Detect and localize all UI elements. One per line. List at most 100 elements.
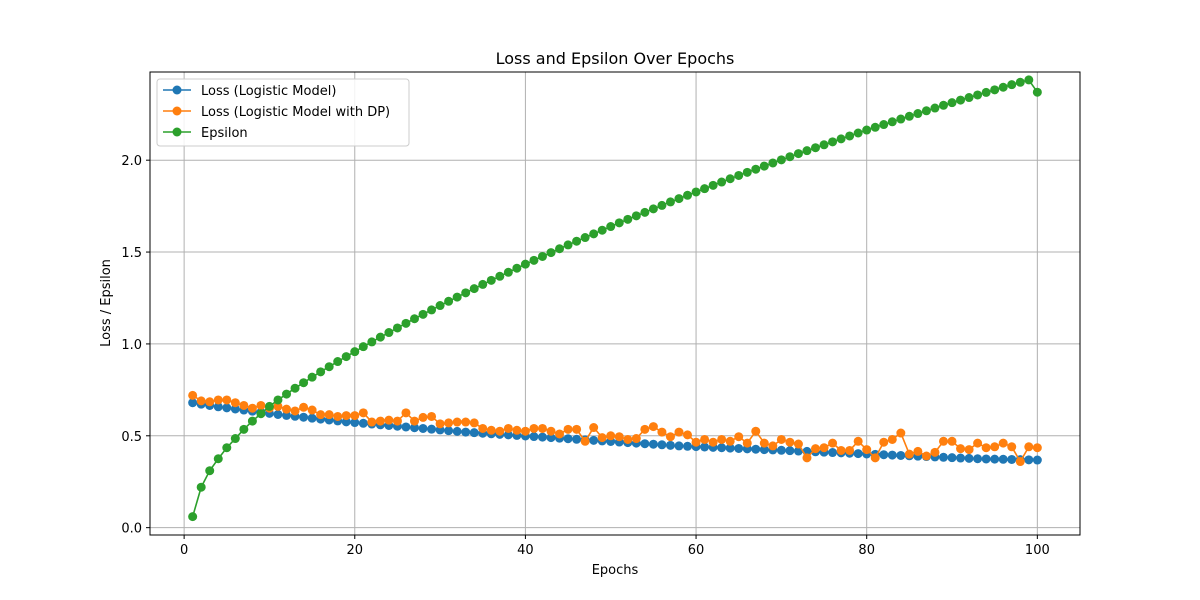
data-point: [307, 413, 317, 423]
data-point: [981, 454, 991, 464]
data-point: [631, 211, 641, 221]
data-point: [273, 401, 283, 411]
data-point: [597, 433, 607, 443]
data-point: [401, 318, 411, 328]
data-point: [589, 435, 599, 445]
data-point: [213, 402, 223, 412]
data-point: [358, 408, 368, 418]
data-point: [546, 426, 556, 436]
data-point: [785, 437, 795, 447]
data-point: [247, 403, 257, 413]
data-point: [196, 482, 206, 492]
data-point: [802, 453, 812, 463]
x-tick-label: 100: [1025, 543, 1050, 558]
data-point: [529, 432, 539, 442]
data-point: [845, 445, 855, 455]
data-point: [640, 439, 650, 449]
data-point: [384, 415, 394, 425]
data-point: [333, 357, 343, 367]
data-point: [998, 454, 1008, 464]
legend-label: Loss (Logistic Model): [201, 84, 336, 99]
legend-item: Epsilon: [163, 126, 248, 141]
data-point: [700, 184, 710, 194]
data-point: [700, 434, 710, 444]
data-point: [913, 446, 923, 456]
data-point: [973, 90, 983, 100]
data-point: [290, 383, 300, 393]
data-point: [239, 424, 249, 434]
data-point: [299, 402, 309, 412]
data-point: [410, 423, 419, 433]
data-point: [256, 409, 266, 419]
y-tick-label: 2.0: [121, 154, 142, 169]
x-tick-label: 80: [858, 543, 875, 558]
data-point: [819, 443, 829, 453]
data-point: [1007, 454, 1017, 464]
data-point: [503, 430, 513, 440]
data-point: [469, 418, 479, 428]
data-point: [589, 229, 599, 239]
data-point: [1015, 77, 1025, 87]
data-point: [734, 443, 744, 453]
data-point: [188, 398, 198, 408]
data-point: [230, 398, 240, 408]
data-point: [921, 106, 931, 116]
data-point: [410, 416, 419, 426]
data-point: [956, 444, 966, 454]
data-point: [1032, 443, 1042, 453]
data-point: [811, 444, 820, 454]
data-point: [290, 406, 300, 416]
legend-marker: [172, 127, 182, 137]
data-point: [956, 453, 966, 463]
data-point: [461, 288, 471, 298]
data-point: [973, 438, 983, 448]
data-point: [1007, 442, 1017, 452]
data-point: [230, 404, 240, 414]
data-point: [938, 436, 948, 446]
grid: [150, 72, 1080, 535]
data-point: [299, 378, 309, 388]
data-point: [904, 111, 914, 121]
data-point: [461, 417, 471, 427]
data-point: [384, 328, 394, 338]
data-point: [495, 426, 505, 436]
data-point: [367, 337, 377, 347]
data-point: [964, 453, 974, 463]
data-point: [188, 390, 198, 400]
data-point: [879, 437, 889, 447]
data-point: [469, 284, 479, 294]
data-point: [375, 332, 385, 342]
data-point: [785, 446, 795, 456]
data-point: [683, 430, 693, 440]
data-point: [751, 164, 761, 174]
data-point: [580, 436, 590, 446]
data-point: [410, 314, 419, 324]
data-point: [990, 442, 1000, 452]
data-point: [230, 434, 240, 444]
data-point: [307, 372, 317, 382]
data-point: [264, 401, 274, 411]
data-point: [341, 411, 351, 421]
data-point: [648, 204, 658, 214]
data-point: [555, 429, 565, 439]
data-point: [802, 146, 812, 156]
data-point: [350, 418, 360, 428]
data-point: [725, 174, 735, 184]
data-point: [998, 438, 1008, 448]
data-point: [640, 207, 650, 217]
data-point: [333, 411, 343, 421]
data-point: [282, 410, 292, 420]
data-point: [444, 426, 454, 436]
data-point: [879, 120, 889, 130]
data-point: [896, 428, 906, 438]
data-point: [734, 432, 744, 442]
data-point: [1024, 75, 1034, 85]
data-point: [537, 423, 547, 433]
data-point: [256, 400, 266, 410]
data-point: [623, 434, 633, 444]
data-point: [640, 424, 650, 434]
data-point: [520, 259, 530, 269]
data-point: [947, 436, 957, 446]
data-point: [725, 443, 735, 453]
